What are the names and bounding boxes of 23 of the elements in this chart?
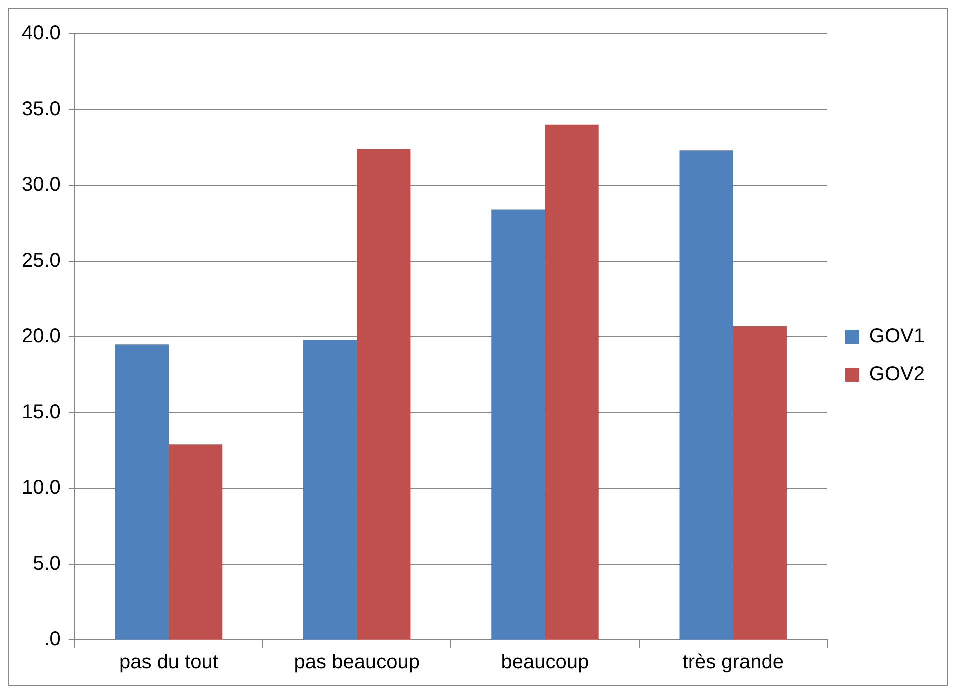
x-tick-label: pas du tout (120, 652, 219, 674)
bar (545, 124, 599, 640)
legend-label: GOV1 (869, 326, 925, 348)
y-tick-label: 5.0 (33, 552, 61, 575)
y-tick-label: 40.0 (22, 22, 61, 45)
y-tick-label: .0 (44, 628, 61, 651)
x-tick-label: beaucoup (501, 652, 590, 674)
y-tick-label: 10.0 (22, 477, 61, 500)
y-tick-label: 25.0 (22, 250, 61, 272)
x-tick-label: très grande (682, 652, 784, 674)
bar (303, 340, 358, 640)
y-tick-label: 30.0 (22, 174, 61, 196)
bar (115, 344, 169, 640)
bar (733, 326, 787, 640)
bar (357, 149, 411, 640)
bar (492, 210, 546, 640)
bar (680, 150, 734, 640)
bar (168, 444, 223, 640)
y-tick-label: 15.0 (22, 401, 61, 424)
legend-label: GOV2 (869, 364, 925, 386)
x-tick-label: pas beaucoup (294, 652, 420, 674)
y-tick-label: 20.0 (22, 326, 61, 348)
y-tick-label: 35.0 (22, 98, 61, 120)
